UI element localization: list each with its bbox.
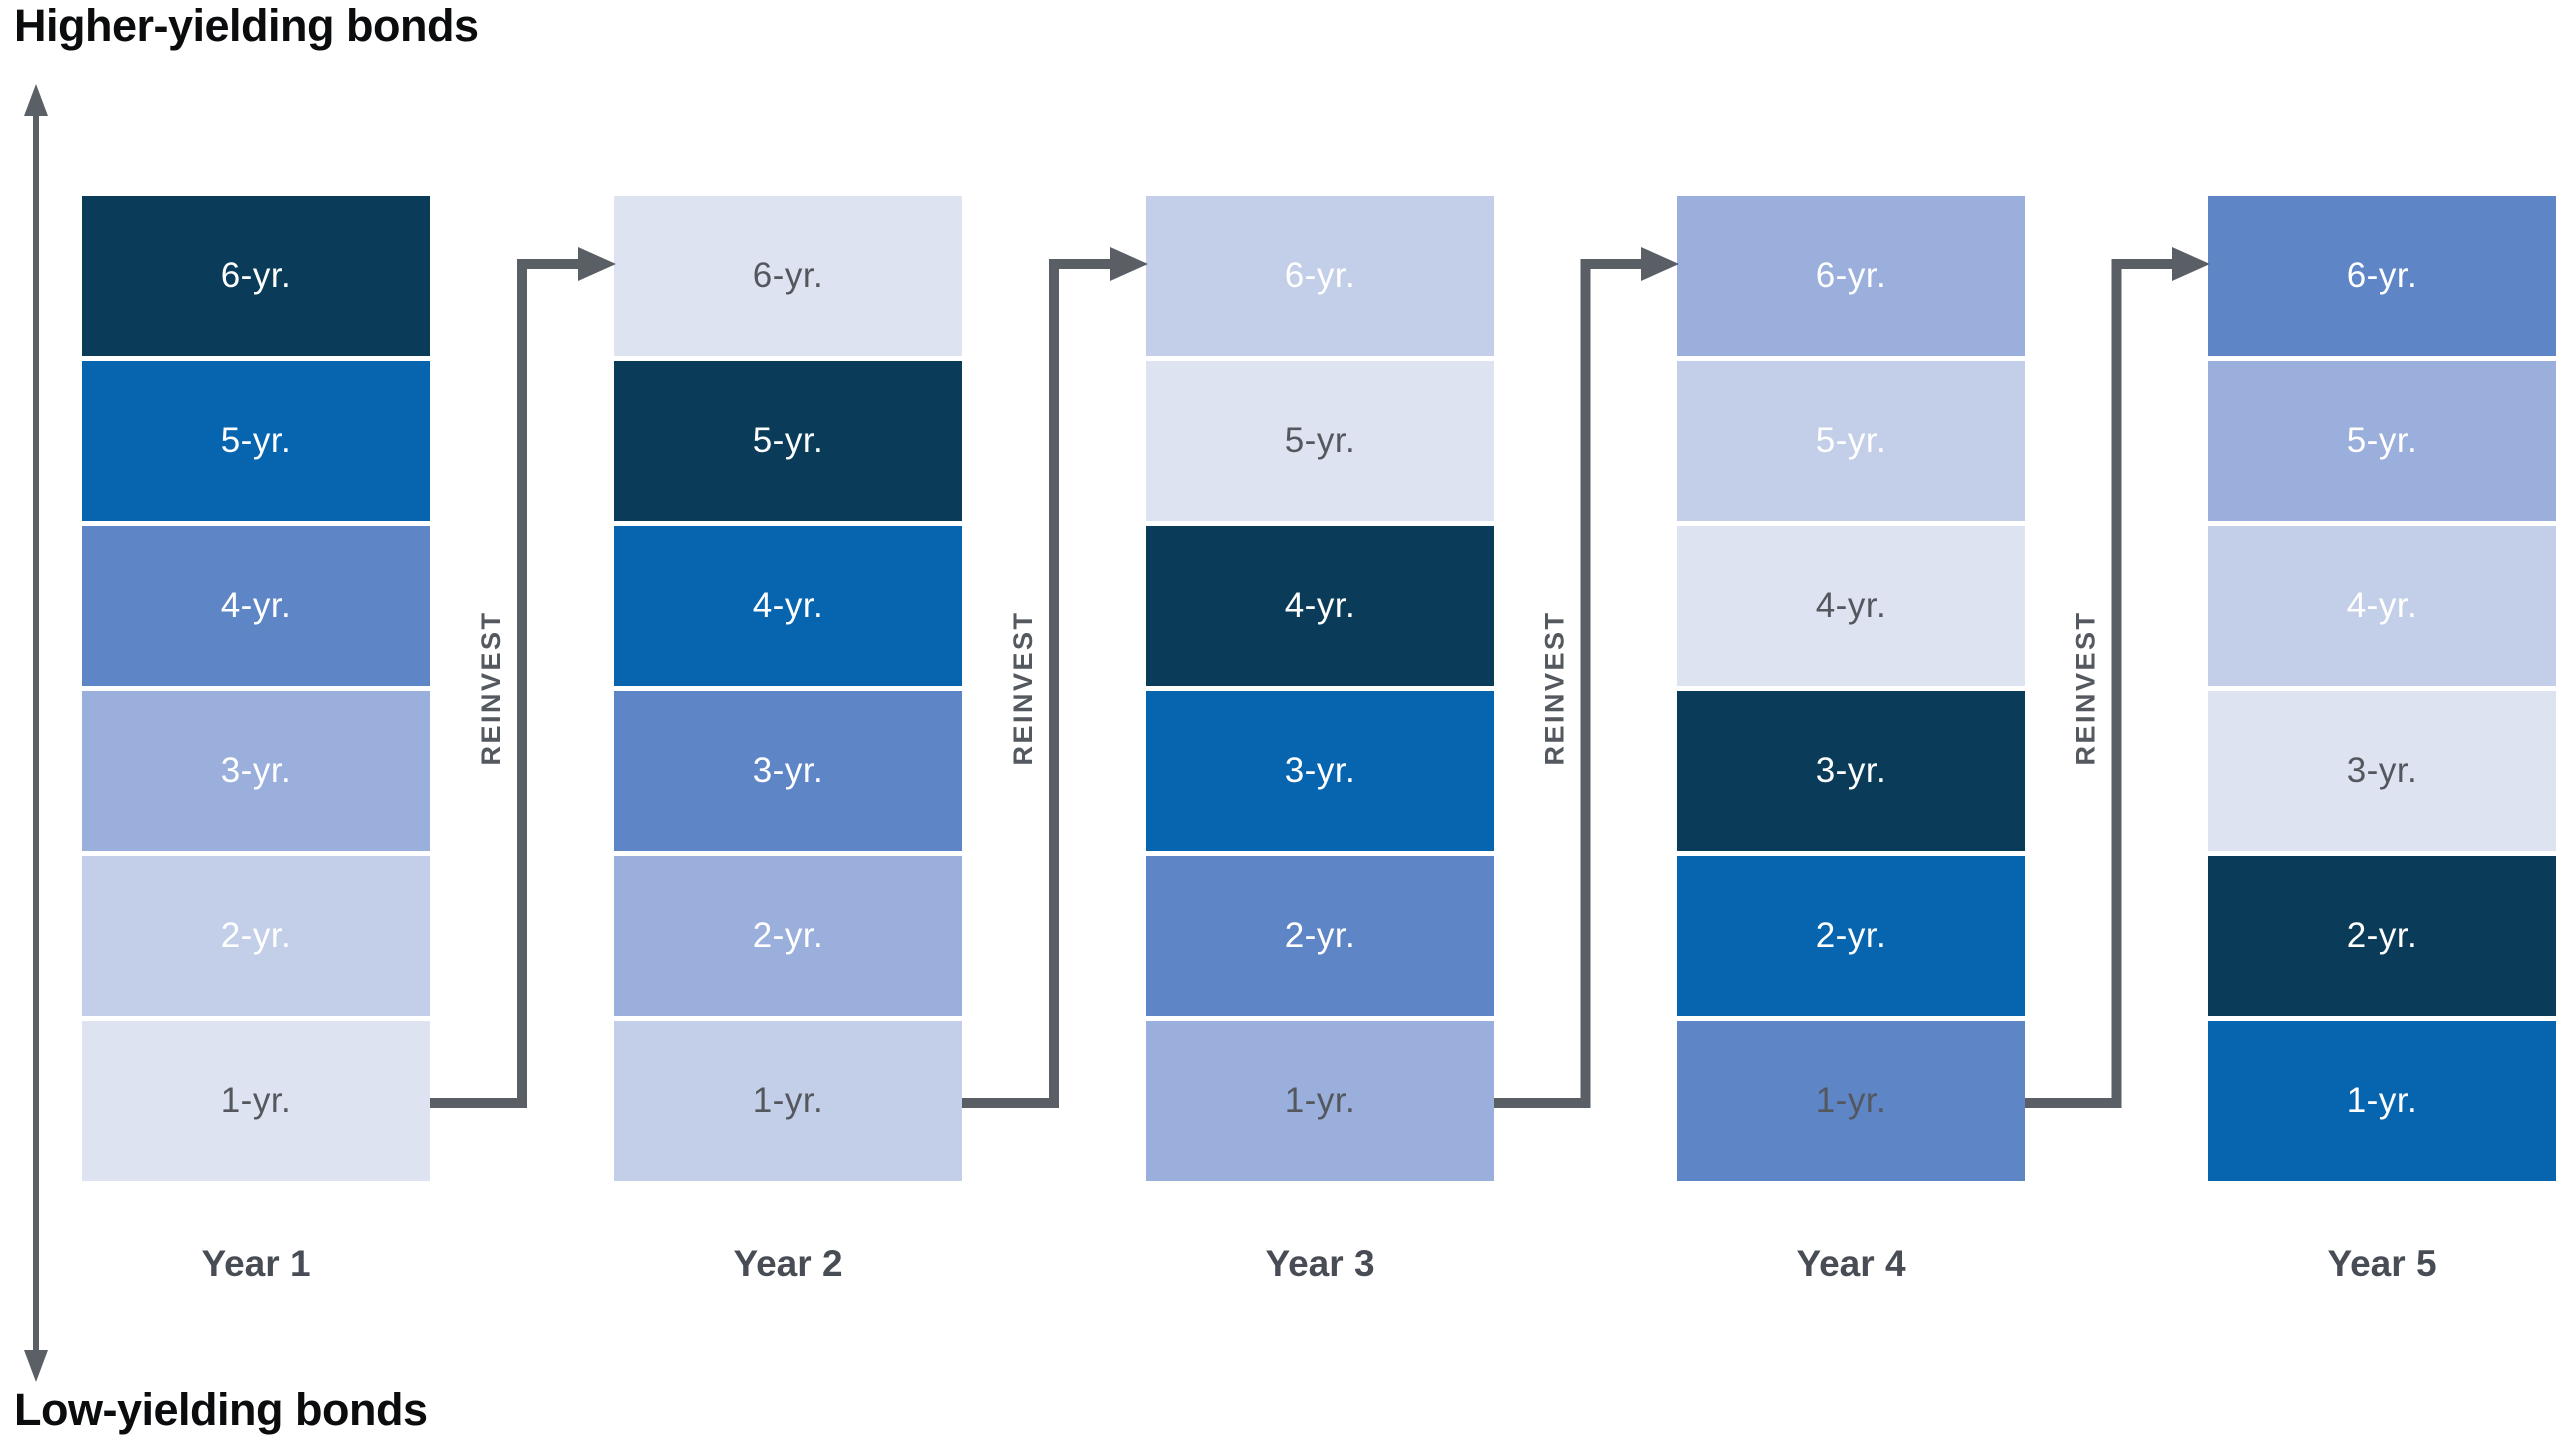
vertical-double-arrow — [24, 84, 48, 1382]
bond-block-4yr: 4-yr. — [1677, 526, 2025, 686]
arrow-up-icon — [24, 84, 48, 116]
bond-block-6yr: 6-yr. — [614, 196, 962, 356]
bond-block-4yr: 4-yr. — [1146, 526, 1494, 686]
year-label: Year 3 — [1265, 1243, 1375, 1284]
reinvest-label: REINVEST — [2071, 610, 2101, 765]
bond-block-6yr: 6-yr. — [1146, 196, 1494, 356]
bond-block-3yr: 3-yr. — [1146, 691, 1494, 851]
bond-block-5yr: 5-yr. — [2208, 361, 2556, 521]
bond-block-5yr: 5-yr. — [1146, 361, 1494, 521]
bond-block-2yr: 2-yr. — [1146, 856, 1494, 1016]
bond-block-5yr: 5-yr. — [1677, 361, 2025, 521]
year-label: Year 5 — [2327, 1243, 2437, 1284]
bond-block-4yr: 4-yr. — [2208, 526, 2556, 686]
reinvest-arrow-2: REINVEST — [962, 247, 1148, 1108]
bond-block-3yr: 3-yr. — [1677, 691, 2025, 851]
bond-block-2yr: 2-yr. — [1677, 856, 2025, 1016]
bond-block-2yr: 2-yr. — [82, 856, 430, 1016]
year-column-4: 6-yr. 5-yr. 4-yr. 3-yr. 2-yr. 1-yr. Year 4 — [1677, 196, 2025, 1285]
bond-block-2yr: 2-yr. — [614, 856, 962, 1016]
bond-block-4yr: 4-yr. — [82, 526, 430, 686]
bond-block-6yr: 6-yr. — [2208, 196, 2556, 356]
bond-block-2yr: 2-yr. — [2208, 856, 2556, 1016]
arrow-right-icon — [1110, 247, 1148, 281]
higher-yielding-bonds-title: Higher-yielding bonds — [14, 0, 479, 51]
reinvest-label: REINVEST — [1008, 610, 1038, 765]
bond-block-3yr: 3-yr. — [614, 691, 962, 851]
low-yielding-bonds-title: Low-yielding bonds — [14, 1384, 428, 1435]
bond-block-5yr: 5-yr. — [82, 361, 430, 521]
year-column-1: 6-yr. 5-yr. 4-yr. 3-yr. 2-yr. 1-yr. Year 1 — [82, 196, 430, 1285]
bond-block-1yr: 1-yr. — [2208, 1021, 2556, 1181]
arrow-right-icon — [1641, 247, 1679, 281]
arrow-right-icon — [578, 247, 616, 281]
bond-block-1yr: 1-yr. — [82, 1021, 430, 1181]
bond-block-1yr: 1-yr. — [1146, 1021, 1494, 1181]
year-label: Year 4 — [1796, 1243, 1906, 1284]
reinvest-arrow-3: REINVEST — [1494, 247, 1679, 1108]
reinvest-label: REINVEST — [476, 610, 506, 765]
arrow-right-icon — [2172, 247, 2210, 281]
bond-block-4yr: 4-yr. — [614, 526, 962, 686]
year-column-5: 6-yr. 5-yr. 4-yr. 3-yr. 2-yr. 1-yr. Year 5 — [2208, 196, 2556, 1285]
arrow-down-icon — [24, 1350, 48, 1382]
bond-block-3yr: 3-yr. — [2208, 691, 2556, 851]
year-label: Year 2 — [733, 1243, 843, 1284]
bond-block-1yr: 1-yr. — [1677, 1021, 2025, 1181]
reinvest-arrow-4: REINVEST — [2025, 247, 2210, 1108]
year-column-2: 6-yr. 5-yr. 4-yr. 3-yr. 2-yr. 1-yr. Year 2 — [614, 196, 962, 1285]
bond-block-6yr: 6-yr. — [82, 196, 430, 356]
year-column-3: 6-yr. 5-yr. 4-yr. 3-yr. 2-yr. 1-yr. Year 3 — [1146, 196, 1494, 1285]
reinvest-label: REINVEST — [1540, 610, 1570, 765]
bond-block-6yr: 6-yr. — [1677, 196, 2025, 356]
bond-block-3yr: 3-yr. — [82, 691, 430, 851]
year-label: Year 1 — [201, 1243, 311, 1284]
reinvest-arrow-1: REINVEST — [430, 247, 616, 1108]
bond-block-1yr: 1-yr. — [614, 1021, 962, 1181]
bond-block-5yr: 5-yr. — [614, 361, 962, 521]
